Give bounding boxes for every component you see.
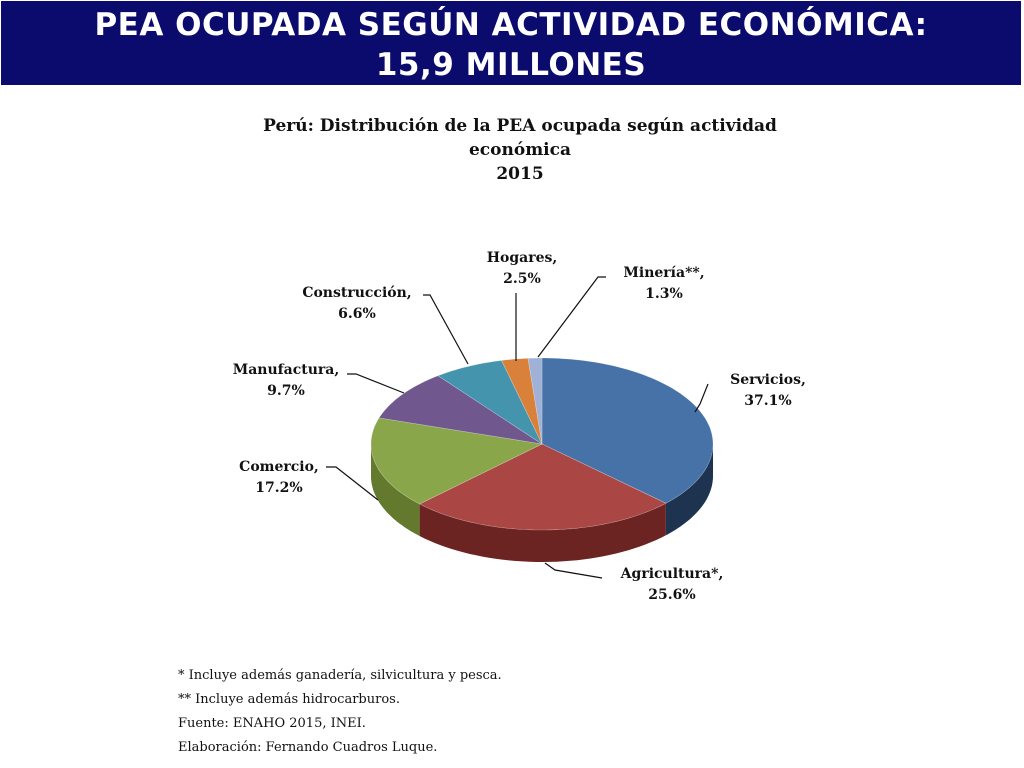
slice-value-label: 25.6% [648, 587, 695, 603]
pie-slice [501, 357, 543, 445]
footnote-2: ** Incluye además hidrocarburos. [178, 692, 400, 707]
chart-title-line-2: económica [468, 140, 572, 160]
slice-value-label: 1.3% [645, 286, 683, 302]
slice-value-label: 37.1% [744, 393, 791, 409]
footnote-3: Fuente: ENAHO 2015, INEI. [178, 716, 366, 731]
pie-slice [541, 357, 714, 504]
slice-category-label: Manufactura, [233, 362, 340, 378]
pie-slice [437, 360, 543, 445]
slice-value-label: 17.2% [255, 480, 302, 496]
pie-slice-side [419, 503, 666, 562]
slice-category-label: Agricultura*, [620, 566, 724, 582]
chart-title-line-3: 2015 [496, 164, 544, 184]
page-title-line-1: PEA OCUPADA SEGÚN ACTIVIDAD ECONÓMICA: [94, 7, 928, 43]
pie-slice-side [665, 444, 713, 536]
page-title-line-2: 15,9 MILLONES [375, 47, 647, 83]
pie-slice-side [371, 444, 420, 536]
slice-value-label: 2.5% [503, 271, 541, 287]
pie-slice [527, 357, 543, 445]
slice-value-label: 6.6% [338, 306, 376, 322]
slice-category-label: Hogares, [487, 250, 557, 266]
leader-line [326, 466, 379, 501]
slice-value-label: 9.7% [267, 383, 305, 399]
slice-category-label: Construcción, [302, 285, 411, 301]
chart-title: Perú: Distribución de la PEA ocupada seg… [200, 114, 840, 186]
slice-category-label: Minería**, [623, 265, 704, 281]
pie-slice [418, 443, 667, 531]
pie-side-walls [371, 444, 713, 562]
leader-line [347, 373, 405, 394]
slice-category-label: Comercio, [239, 459, 319, 475]
page-title-banner: PEA OCUPADA SEGÚN ACTIVIDAD ECONÓMICA: 1… [0, 0, 1022, 86]
footnotes: * Incluye además ganadería, silvicultura… [178, 664, 502, 760]
pie-slice [378, 375, 543, 445]
pie-labels: Servicios, 37.1% Agricultura*, 25.6% Comerci… [233, 250, 806, 603]
pie-slice [370, 417, 543, 505]
chart-title-line-1: Perú: Distribución de la PEA ocupada seg… [263, 116, 777, 136]
slice-category-label: Servicios, [730, 372, 806, 388]
leader-line [537, 276, 606, 358]
footnote-1: * Incluye además ganadería, silvicultura… [178, 668, 502, 683]
footnote-4: Elaboración: Fernando Cuadros Luque. [178, 740, 438, 755]
leader-line [423, 294, 469, 365]
pie-top-faces [370, 357, 714, 531]
leader-line [544, 562, 603, 579]
leader-line [694, 383, 709, 413]
